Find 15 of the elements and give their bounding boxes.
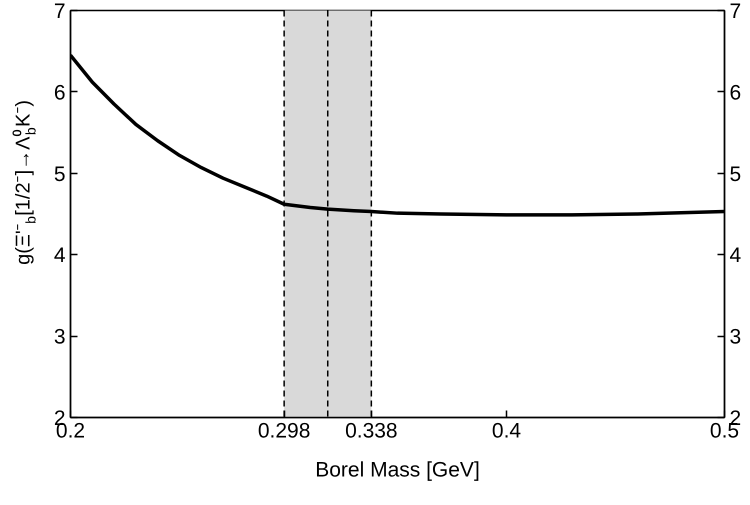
y2-tick-label: 4 (730, 244, 742, 268)
x-tick-label: 0.338 (345, 420, 398, 442)
y-tick-label: 3 (54, 326, 66, 349)
x-tick-label: 0.298 (258, 420, 310, 442)
y-tick-label: 7 (54, 0, 66, 23)
y2-tick-label: 7 (730, 0, 742, 23)
x-tick-label: 0.4 (492, 420, 522, 442)
y-tick-label: 6 (54, 81, 66, 104)
y2-tick-label: 6 (730, 81, 742, 104)
y-axis-title: g(Ξ'⁻b[1/2⁻]→Λ⁰bK⁻) (12, 100, 38, 265)
y-tick-label: 5 (54, 162, 66, 186)
x-axis-title: Borel Mass [GeV] (315, 458, 480, 482)
y2-tick-label: 5 (730, 162, 742, 186)
y-tick-label: 4 (54, 244, 66, 268)
y2-tick-label: 3 (730, 326, 742, 349)
